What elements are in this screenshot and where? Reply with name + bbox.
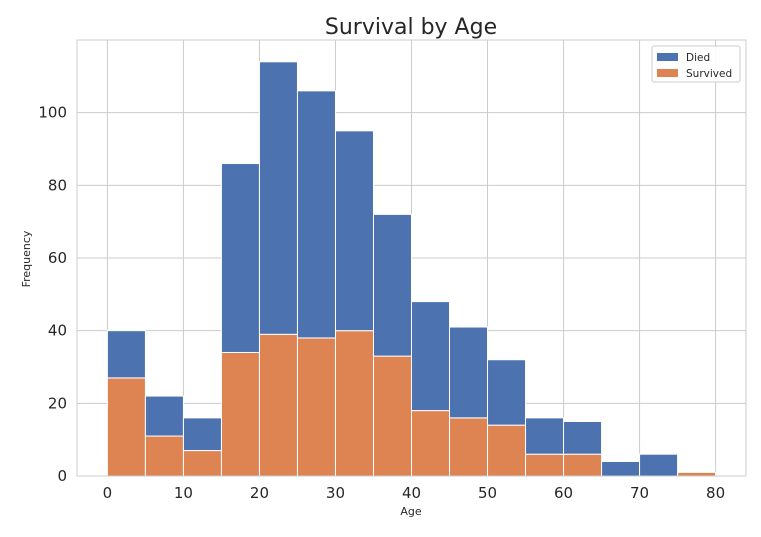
y-tick-label: 100 <box>38 104 67 122</box>
bar-died-45 <box>449 326 489 419</box>
bar-died-0 <box>106 330 146 379</box>
bar-died-40 <box>411 301 451 412</box>
bar-survived-20 <box>258 333 298 477</box>
x-tick-label: 70 <box>630 484 649 502</box>
bar-died-35 <box>372 213 413 357</box>
x-tick-label: 50 <box>478 484 497 502</box>
y-tick-label: 80 <box>48 176 67 194</box>
bar-survived-30 <box>334 330 374 477</box>
bar-survived-75 <box>677 471 717 477</box>
x-tick-label: 60 <box>554 484 573 502</box>
y-tick-label: 0 <box>57 467 67 485</box>
bar-died-15 <box>220 163 260 353</box>
chart-title: Survival by Age <box>325 15 497 40</box>
bar-died-60 <box>563 421 603 455</box>
bar-survived-5 <box>144 435 184 477</box>
y-tick-label: 40 <box>48 322 67 340</box>
plot-frame <box>76 39 747 477</box>
legend-swatch-survived <box>657 69 678 77</box>
x-tick-label: 40 <box>402 484 421 502</box>
bar-died-30 <box>334 130 374 332</box>
x-tick-label: 80 <box>706 484 725 502</box>
bars <box>106 61 717 477</box>
bar-died-50 <box>487 359 527 426</box>
bar-survived-60 <box>563 453 603 477</box>
x-tick-label: 10 <box>174 484 193 502</box>
legend-label-survived: Survived <box>686 68 732 80</box>
bar-died-65 <box>601 460 641 477</box>
x-tick-label: 30 <box>326 484 345 502</box>
y-tick-labels: 0 20 40 60 80 100 <box>38 104 67 485</box>
bar-survived-10 <box>182 450 222 477</box>
bar-survived-35 <box>372 355 413 477</box>
bar-survived-55 <box>525 453 565 477</box>
bar-died-10 <box>182 417 222 452</box>
x-tick-labels: 0 10 20 30 40 50 60 70 80 <box>103 484 726 502</box>
bar-survived-45 <box>449 417 489 477</box>
x-tick-label: 20 <box>250 484 269 502</box>
bar-survived-15 <box>220 351 260 477</box>
y-axis-label: Frequency <box>20 230 33 287</box>
legend-label-died: Died <box>686 52 710 64</box>
x-axis-label: Age <box>400 505 422 518</box>
bar-died-20 <box>258 61 298 335</box>
bar-died-5 <box>144 395 184 437</box>
bar-died-70 <box>639 453 679 477</box>
bar-survived-50 <box>487 424 527 477</box>
bar-survived-40 <box>411 410 451 477</box>
legend-swatch-died <box>657 53 678 61</box>
bar-survived-25 <box>296 337 336 477</box>
legend: Died Survived <box>651 45 741 83</box>
y-tick-label: 60 <box>48 249 67 267</box>
bar-died-25 <box>296 90 336 339</box>
bar-died-55 <box>525 417 565 455</box>
x-tick-label: 0 <box>103 484 113 502</box>
y-tick-label: 20 <box>48 394 67 412</box>
bar-survived-0 <box>106 377 146 477</box>
